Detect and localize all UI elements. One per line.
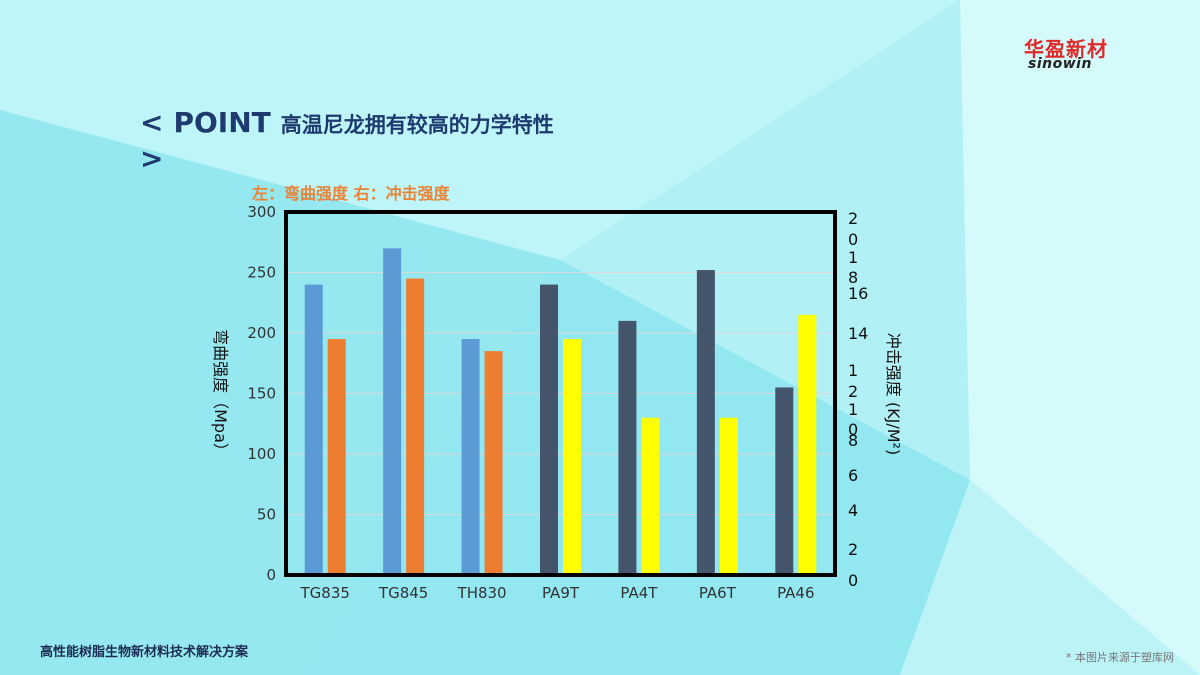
footer-tagline: 高性能树脂生物新材料技术解决方案 [40, 645, 249, 660]
chart-bars [304, 248, 817, 576]
chart-axis-note: 左：弯曲强度 右：冲击强度 [252, 184, 450, 203]
x-axis-ticks: TG835 TG845 TH830 PA9T PA4T PA6T PA46 [300, 584, 815, 602]
x-tick-label: PA9T [542, 584, 580, 602]
x-tick-label: TG845 [378, 584, 428, 602]
right-tick-label: 10 [848, 400, 858, 439]
x-tick-label: PA4T [620, 584, 658, 602]
chart-gridlines [286, 272, 835, 515]
x-tick-label: TG835 [300, 584, 350, 602]
bar-pa46-right [798, 314, 817, 575]
bar-tg835-left [304, 284, 323, 575]
right-tick-text: 2 [848, 382, 858, 401]
title-point-word: POINT [173, 106, 271, 139]
brand-logo-chinese: 华盈新材 [1024, 37, 1108, 61]
left-tick-label: 0 [266, 566, 276, 584]
bar-pa9t-left [540, 284, 558, 575]
bar-tg845-right [406, 278, 425, 575]
right-axis-title: 冲击强度 (KJ/M²) [884, 333, 903, 455]
title-text: 高温尼龙拥有较高的力学特性 [280, 113, 554, 137]
left-axis-ticks: 0 50 100 150 200 250 300 [247, 203, 276, 584]
right-tick-text: 0 [848, 230, 858, 249]
bar-th830-right [484, 351, 503, 575]
title-suffix: > [140, 142, 164, 175]
right-tick-label: 6 [848, 466, 858, 485]
title-prefix: < [140, 106, 164, 139]
right-tick-label: 0 [848, 571, 858, 590]
bar-tg845-left [383, 248, 402, 576]
bar-pa4t-right [641, 417, 660, 575]
right-tick-label: 14 [848, 324, 868, 343]
x-tick-label: TH830 [457, 584, 507, 602]
bar-th830-left [461, 339, 480, 575]
right-tick-text: 14 [848, 324, 868, 343]
right-tick-label: 18 [848, 248, 858, 287]
right-tick-text: 8 [848, 431, 858, 450]
right-tick-text: 2 [848, 209, 858, 228]
right-tick-text: 1 [848, 400, 858, 419]
right-tick-label: 8 [848, 431, 858, 450]
left-tick-label: 150 [247, 385, 276, 403]
bar-pa46-left [775, 387, 794, 575]
slide-title: < POINT 高温尼龙拥有较高的力学特性 [140, 106, 554, 139]
right-tick-label: 4 [848, 501, 858, 520]
right-tick-text: 1 [848, 248, 858, 267]
bar-pa6t-right [719, 417, 738, 575]
bar-tg835-right [327, 339, 346, 575]
right-tick-text: 2 [848, 540, 858, 559]
brand-logo-english: sinowin [1028, 56, 1092, 72]
plot-frame [284, 210, 837, 577]
left-tick-label: 250 [247, 264, 276, 282]
bar-pa6t-left [696, 270, 715, 575]
right-tick-text: 6 [848, 466, 858, 485]
right-tick-text: 16 [848, 284, 868, 303]
right-tick-text: 8 [848, 268, 858, 287]
right-tick-text: 4 [848, 501, 858, 520]
right-tick-label: 12 [848, 361, 858, 401]
footer-source-note: * 本图片来源于塑库网 [1066, 651, 1174, 664]
right-tick-label: 20 [848, 209, 858, 249]
bar-pa4t-left [618, 320, 637, 575]
right-tick-text: 1 [848, 361, 858, 380]
left-axis-title: 弯曲强度（Mpa） [211, 329, 230, 459]
left-tick-label: 200 [247, 324, 276, 342]
right-tick-text: 0 [848, 420, 858, 439]
left-tick-label: 50 [257, 506, 276, 524]
x-tick-label: PA46 [777, 584, 814, 602]
left-tick-label: 100 [247, 445, 276, 463]
right-tick-label: 16 [848, 284, 868, 303]
right-tick-label: 2 [848, 540, 858, 559]
right-tick-text: 0 [848, 571, 858, 590]
bar-pa9t-right [563, 339, 581, 575]
left-tick-label: 300 [247, 203, 276, 221]
x-tick-label: PA6T [699, 584, 737, 602]
